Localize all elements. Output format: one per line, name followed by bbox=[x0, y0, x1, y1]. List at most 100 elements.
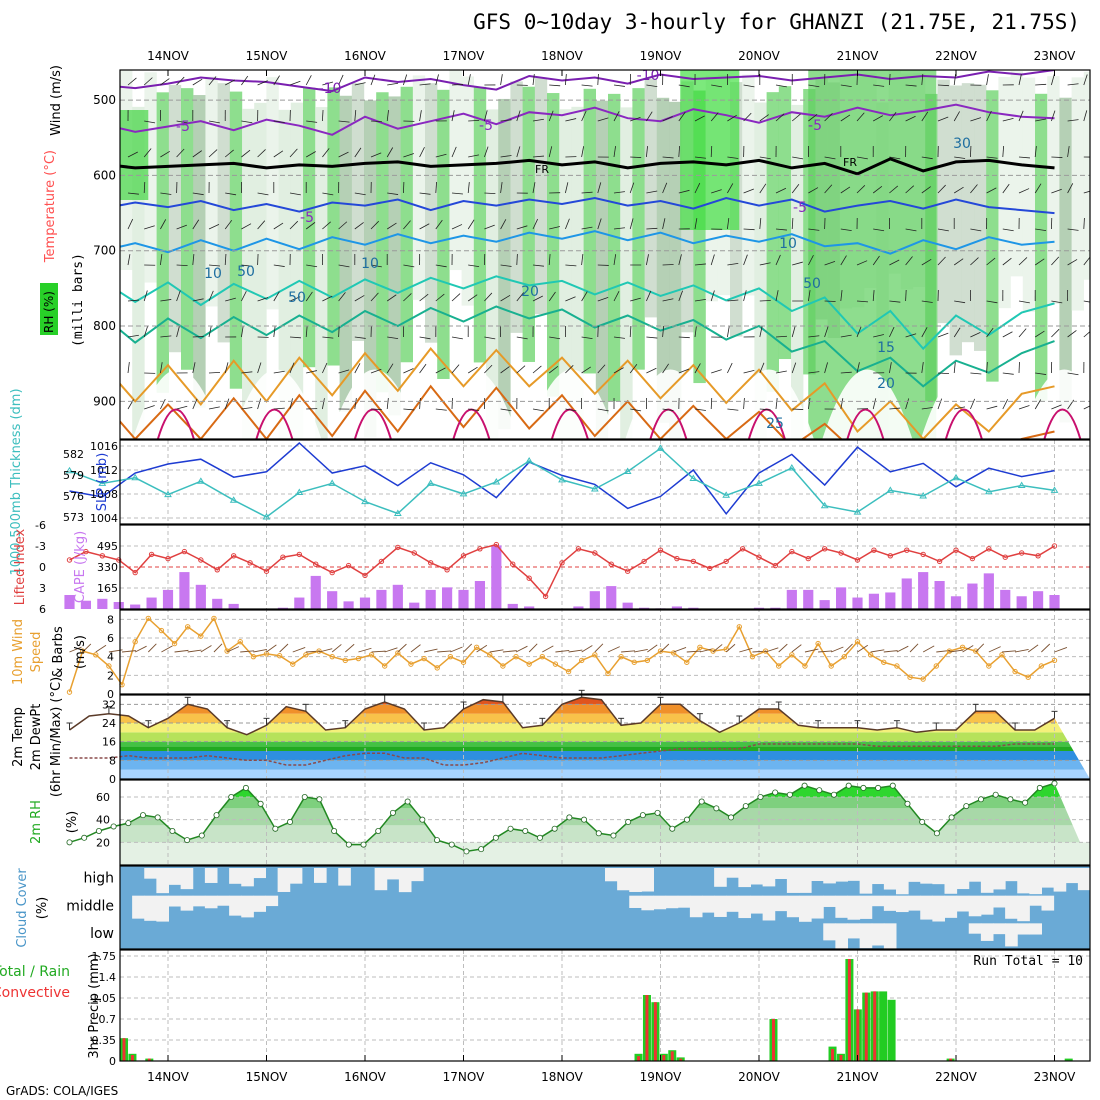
wind-barb bbox=[743, 228, 755, 231]
lifted-tick: -6 bbox=[35, 519, 46, 532]
rh-point bbox=[375, 828, 382, 835]
wind-barb bbox=[516, 292, 525, 302]
wind-barb bbox=[257, 149, 266, 158]
wind-barb bbox=[613, 336, 625, 339]
wind-barb bbox=[581, 291, 588, 302]
wind-barb bbox=[467, 219, 475, 230]
wind-barb bbox=[808, 255, 814, 266]
wind-barb bbox=[662, 116, 673, 122]
wind-barb bbox=[765, 647, 779, 653]
wind-speed-point bbox=[408, 661, 414, 667]
cloud-clear-cell bbox=[1005, 895, 1018, 919]
cape-bar bbox=[852, 597, 863, 609]
wind-barb bbox=[986, 156, 998, 159]
rh-point bbox=[654, 809, 661, 816]
wind-barb bbox=[565, 408, 577, 412]
wind-barb bbox=[224, 362, 229, 374]
wind-barb bbox=[581, 336, 593, 339]
cape-bar bbox=[606, 586, 617, 609]
wind-barb bbox=[241, 223, 252, 230]
cape-bar bbox=[474, 581, 486, 609]
wind-barb bbox=[856, 326, 862, 338]
wind-barb bbox=[727, 408, 739, 411]
rh-column bbox=[608, 93, 621, 402]
date-tick-top: 23NOV bbox=[1034, 49, 1076, 63]
precip-convective-bar bbox=[653, 1002, 657, 1061]
wind-barb bbox=[630, 297, 641, 302]
wind-speed-point bbox=[395, 650, 401, 656]
rh-point bbox=[301, 794, 308, 801]
axis-label-rh: RH (%) bbox=[42, 291, 56, 333]
wind-barb bbox=[678, 111, 686, 122]
wind-barb bbox=[289, 398, 293, 410]
wind-speed-point bbox=[999, 652, 1005, 658]
thickness-point bbox=[426, 479, 435, 486]
thickness-tick: 579 bbox=[63, 469, 84, 482]
wind-barb bbox=[322, 295, 333, 302]
lifted-index-point bbox=[263, 568, 270, 574]
axis-label-barbs: & Barbs bbox=[51, 626, 66, 678]
wind-barb bbox=[160, 78, 170, 86]
wind-barb bbox=[1002, 372, 1014, 375]
lifted-index-point bbox=[904, 547, 910, 553]
wind-barb bbox=[791, 644, 802, 653]
cloud-clear-cell bbox=[993, 895, 1006, 908]
wind-speed-point bbox=[605, 670, 611, 677]
wind-barb bbox=[808, 84, 820, 88]
wind-barb bbox=[949, 649, 964, 653]
lifted-index-point bbox=[83, 548, 89, 555]
lifted-index-point bbox=[641, 558, 647, 565]
lifted-index-point bbox=[296, 551, 303, 558]
wind-barb bbox=[176, 148, 185, 158]
wind-barb bbox=[953, 186, 964, 194]
wind-barb bbox=[273, 120, 285, 124]
cloud-clear-cell bbox=[871, 868, 885, 885]
wind-barb bbox=[386, 147, 394, 158]
wind-barb bbox=[970, 117, 982, 122]
cloud-clear-cell bbox=[908, 868, 921, 882]
rh-point bbox=[786, 791, 793, 798]
cape-bar bbox=[212, 598, 223, 609]
wind-barb bbox=[905, 398, 910, 410]
wind-barb bbox=[516, 336, 528, 340]
thickness-point bbox=[459, 489, 468, 497]
cape-bar bbox=[294, 597, 305, 609]
rh-point bbox=[522, 828, 529, 835]
wind-barb bbox=[176, 326, 180, 338]
wind-speed-point bbox=[592, 652, 598, 658]
wind-barb bbox=[370, 368, 382, 374]
rh-fill-group bbox=[120, 783, 1090, 865]
wind-barb bbox=[516, 253, 518, 266]
wind-barb bbox=[775, 254, 781, 266]
rh-point bbox=[904, 800, 911, 807]
wind-barb bbox=[678, 84, 690, 88]
wind-barb bbox=[905, 84, 917, 87]
cloud-clear-cell bbox=[132, 895, 145, 919]
wind-barb bbox=[597, 297, 609, 302]
lifted-index-point bbox=[99, 553, 106, 559]
axis-label-temperature: Temperature (°C) bbox=[43, 150, 58, 263]
cloud-clear-cell bbox=[1029, 895, 1042, 906]
isotherm-hot bbox=[156, 408, 195, 439]
wind-barb bbox=[646, 336, 658, 339]
rh-column bbox=[412, 75, 426, 300]
wind-barb bbox=[1067, 146, 1070, 158]
contour-label: 10 bbox=[779, 236, 797, 252]
wind-barb bbox=[629, 182, 635, 194]
dry-mound bbox=[526, 369, 617, 439]
wind-barb bbox=[289, 220, 299, 230]
thickness-point bbox=[919, 492, 928, 499]
wind-barb bbox=[306, 370, 318, 374]
wind-barb bbox=[775, 113, 785, 122]
cloud-clear-cell bbox=[1053, 868, 1067, 892]
wind-barb bbox=[208, 290, 214, 302]
wind-barb bbox=[160, 192, 172, 195]
wind-barb bbox=[921, 186, 931, 194]
wind-barb bbox=[386, 294, 397, 302]
precip-tick: 1.05 bbox=[92, 992, 117, 1005]
rh-column bbox=[547, 93, 560, 397]
lifted-tick: 3 bbox=[39, 582, 46, 595]
axis-label-precip: 3hr Precip (mm) bbox=[87, 953, 102, 1058]
cape-bar bbox=[1032, 591, 1044, 609]
wind-speed-point bbox=[986, 663, 992, 669]
